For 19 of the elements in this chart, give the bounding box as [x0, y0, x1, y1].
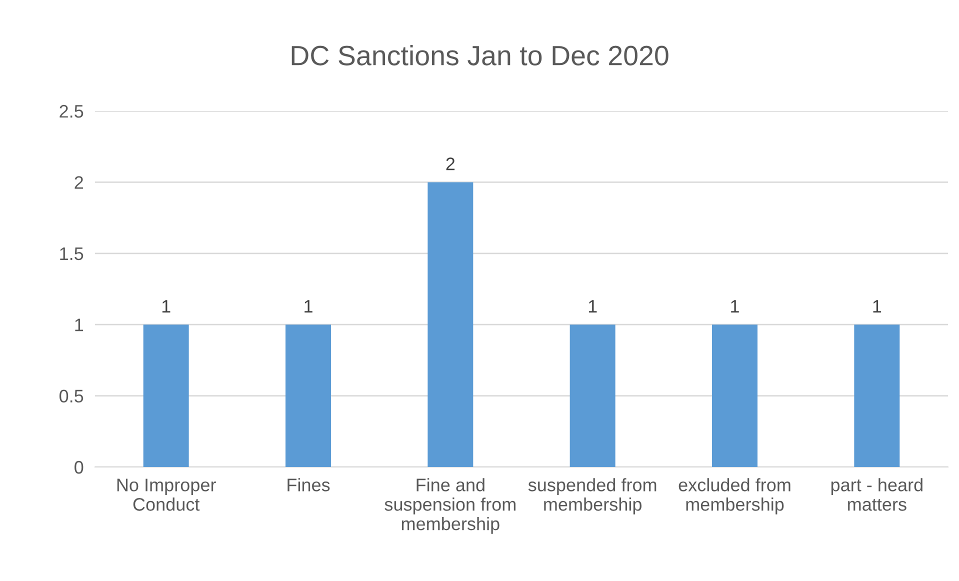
y-tick-label: 1.5 [60, 248, 84, 260]
y-tick-label: 0 [74, 460, 84, 474]
x-tick-label: excluded from membership [678, 478, 790, 514]
y-tick-label: 1 [75, 318, 84, 332]
data-label: 1 [731, 300, 739, 313]
y-tick-label: 0.5 [59, 390, 84, 403]
x-tick-label: part - heard matters [831, 478, 922, 511]
y-tick-label: 2 [74, 176, 83, 189]
data-label: 1 [304, 300, 312, 313]
data-label: 1 [162, 300, 170, 313]
data-label: 2 [446, 158, 455, 170]
x-tick-label: Fines [288, 478, 330, 492]
x-tick-label: Fine and suspension from membership [384, 478, 516, 534]
x-tick-label: No Improper Conduct [117, 478, 216, 511]
data-label: 1 [873, 300, 882, 313]
chart-title: DC Sanctions Jan to Dec 2020 [292, 45, 668, 66]
y-tick-label: 2.5 [60, 104, 84, 118]
x-tick-label: suspended from membership [528, 478, 656, 514]
data-label: 1 [588, 300, 597, 313]
